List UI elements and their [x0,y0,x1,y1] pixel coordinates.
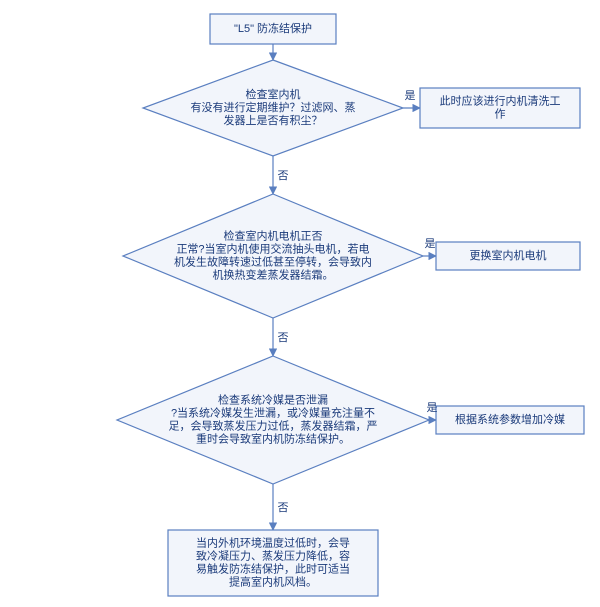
node-r3-text-line-0: 根据系统参数增加冷媒 [455,412,565,426]
node-r1: 此时应该进行内机清洗工作 [420,88,580,128]
node-d2-text-line-3: 机换热变差蒸发器结霜。 [213,267,334,281]
node-d2-text-line-0: 检查室内机电机正否 [224,228,323,242]
edge-label-d1-d2: 否 [278,170,289,182]
nodes-layer: "L5" 防冻结保护检查室内机有没有进行定期维护？过滤网、蒸发器上是否有积尘？此… [117,14,584,596]
node-r2-text-line-0: 更换室内机电机 [470,248,547,262]
node-end-text-line-1: 致冷凝压力、蒸发压力降低，容 [196,548,350,562]
edge-label-d3-r3: 是 [427,401,438,414]
edge-label-d2-d3: 否 [278,332,289,344]
edge-label-d3-end: 否 [278,502,289,514]
node-d3-text-line-1: ?当系统冷媒发生泄漏，或冷媒量充注量不 [171,405,375,419]
flowchart-canvas: "L5" 防冻结保护检查室内机有没有进行定期维护？过滤网、蒸发器上是否有积尘？此… [0,0,600,607]
node-d2-text-line-2: 机发生故障转速过低甚至停转，会导致内 [174,254,372,268]
node-d1: 检查室内机有没有进行定期维护？过滤网、蒸发器上是否有积尘？ [143,60,403,156]
edge-label-d1-r1: 是 [405,89,416,102]
node-end-text-line-2: 易触发防冻结保护，此时可适当 [196,561,350,575]
node-start-text-line-0: "L5" 防冻结保护 [234,21,312,35]
node-end: 当内外机环境温度过低时，会导致冷凝压力、蒸发压力降低，容易触发防冻结保护，此时可… [168,530,378,596]
node-d1-text-line-1: 有没有进行定期维护？过滤网、蒸 [191,100,356,114]
node-d1-text-line-2: 发器上是否有积尘？ [224,113,323,127]
node-d1-text-line-0: 检查室内机 [246,87,301,101]
node-d3: 检查系统冷媒是否泄漏?当系统冷媒发生泄漏，或冷媒量充注量不足，会导致蒸发压力过低… [117,356,429,484]
node-d3-text-line-2: 足，会导致蒸发压力过低，蒸发器结霜，严 [169,418,378,432]
node-r1-text-line-0: 此时应该进行内机清洗工 [440,93,561,107]
node-r3: 根据系统参数增加冷媒 [436,406,584,434]
node-d3-text-line-3: 重时会导致室内机防冻结保护。 [196,431,350,445]
node-d2-text-line-1: 正常?当室内机使用交流抽头电机，若电 [176,241,369,255]
node-d3-text-line-0: 检查系统冷媒是否泄漏 [218,392,328,406]
node-end-text-line-3: 提高室内机风档。 [229,574,317,588]
node-r1-text-line-1: 作 [495,107,506,120]
node-start: "L5" 防冻结保护 [210,14,336,44]
node-d2: 检查室内机电机正否正常?当室内机使用交流抽头电机，若电机发生故障转速过低甚至停转… [123,194,423,318]
node-r2: 更换室内机电机 [436,242,580,270]
node-end-text-line-0: 当内外机环境温度过低时，会导 [196,535,350,549]
edge-label-d2-r2: 是 [425,237,436,250]
